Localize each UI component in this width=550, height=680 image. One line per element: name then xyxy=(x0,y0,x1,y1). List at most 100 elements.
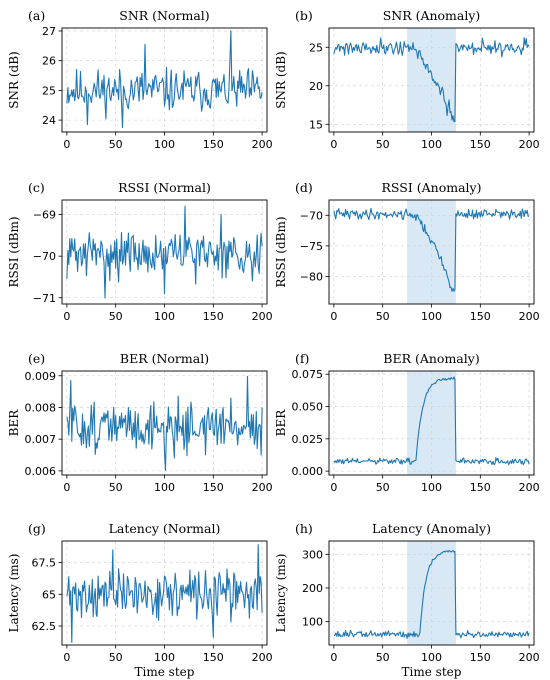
panel-b: 0 50 100 150 200 15 20 25 (b) SNR (Anomaly) SNR (d… xyxy=(274,8,540,151)
y-tick-label: 0.075 xyxy=(292,368,324,381)
x-tick-label: 100 xyxy=(154,138,175,151)
y-tick-label: 24 xyxy=(42,114,56,127)
y-axis-label: BER xyxy=(274,409,288,437)
y-axis-label: BER xyxy=(7,409,21,437)
x-tick-label: 100 xyxy=(154,651,175,664)
y-tick-label: −80 xyxy=(300,270,323,283)
y-tick-label: −70 xyxy=(33,250,56,263)
y-tick-label: 0.006 xyxy=(25,465,57,478)
x-tick-label: 0 xyxy=(330,651,337,664)
series-line xyxy=(66,30,263,129)
y-axis-label: RSSI (dBm) xyxy=(274,216,288,287)
x-tick-label: 100 xyxy=(154,481,175,494)
panel-g: 0 50 100 150 200 62.5 65 67.5 (g) Latency (Normal… xyxy=(7,521,273,679)
x-tick-label: 100 xyxy=(421,310,442,323)
series-line xyxy=(333,376,530,466)
chart-title: Latency (Anomaly) xyxy=(372,521,491,536)
y-tick-label: 25 xyxy=(42,84,56,97)
x-tick-label: 200 xyxy=(519,481,540,494)
panel-label: (e) xyxy=(28,351,45,366)
y-tick-label: 200 xyxy=(302,582,323,595)
chart-title: Latency (Normal) xyxy=(109,521,221,536)
panel-label: (f) xyxy=(295,351,309,366)
series-line xyxy=(333,207,530,292)
chart-title: SNR (Normal) xyxy=(119,8,209,23)
anomaly-region xyxy=(407,371,456,475)
y-tick-label: 62.5 xyxy=(32,620,57,633)
x-tick-label: 150 xyxy=(470,481,491,494)
y-axis-label: SNR (dB) xyxy=(7,51,21,108)
y-tick-label: 0.007 xyxy=(25,433,57,446)
x-tick-label: 150 xyxy=(470,651,491,664)
x-tick-label: 0 xyxy=(330,138,337,151)
x-tick-label: 0 xyxy=(63,310,70,323)
anomaly-region xyxy=(407,541,456,645)
y-tick-label: 0.008 xyxy=(25,401,57,414)
panel-c: 0 50 100 150 200 −71 −70 −69 (c) RSSI (Normal) RSS… xyxy=(7,180,273,323)
y-axis-label: RSSI (dBm) xyxy=(7,216,21,287)
y-axis-label: SNR (dB) xyxy=(274,51,288,108)
x-tick-label: 50 xyxy=(109,481,123,494)
y-tick-label: 27 xyxy=(42,25,56,38)
x-tick-label: 150 xyxy=(470,310,491,323)
x-tick-label: 150 xyxy=(470,138,491,151)
x-axis-label: Time step xyxy=(402,665,462,679)
x-tick-label: 200 xyxy=(519,138,540,151)
y-tick-label: −75 xyxy=(300,240,323,253)
x-tick-label: 50 xyxy=(376,310,390,323)
series-line xyxy=(333,549,530,639)
x-tick-label: 150 xyxy=(203,651,224,664)
y-tick-label: 0.025 xyxy=(292,433,324,446)
y-tick-label: −70 xyxy=(300,209,323,222)
x-tick-label: 50 xyxy=(109,651,123,664)
x-axis-label: Time step xyxy=(135,665,195,679)
panel-label: (d) xyxy=(295,180,313,195)
panel-h: 0 50 100 150 200 100 200 300 (h) Latency (Anomaly… xyxy=(274,521,540,679)
x-tick-label: 150 xyxy=(203,481,224,494)
panel-label: (c) xyxy=(28,180,45,195)
y-tick-label: 67.5 xyxy=(32,557,57,570)
x-tick-label: 0 xyxy=(63,138,70,151)
panel-label: (h) xyxy=(295,521,313,536)
x-tick-label: 100 xyxy=(421,138,442,151)
axes-frame xyxy=(61,27,268,133)
x-tick-label: 200 xyxy=(252,310,273,323)
y-tick-label: 0.009 xyxy=(25,370,57,383)
y-tick-label: 15 xyxy=(309,118,323,131)
chart-title: SNR (Anomaly) xyxy=(383,8,481,23)
x-tick-label: 150 xyxy=(203,310,224,323)
y-tick-label: 0.050 xyxy=(292,401,324,414)
x-tick-label: 0 xyxy=(63,481,70,494)
x-tick-label: 100 xyxy=(421,651,442,664)
chart-title: BER (Normal) xyxy=(120,351,209,366)
panel-f: 0 50 100 150 200 0.000 0.025 0.050 0.075 (f) BER (… xyxy=(274,351,540,494)
x-tick-label: 50 xyxy=(109,310,123,323)
x-tick-label: 0 xyxy=(330,481,337,494)
y-axis-label: Latency (ms) xyxy=(7,554,21,633)
x-tick-label: 50 xyxy=(376,138,390,151)
x-tick-label: 50 xyxy=(109,138,123,151)
panel-label: (g) xyxy=(28,521,46,536)
x-tick-label: 200 xyxy=(252,138,273,151)
y-tick-label: 100 xyxy=(302,616,323,629)
x-tick-label: 150 xyxy=(203,138,224,151)
y-tick-label: 20 xyxy=(309,80,323,93)
y-tick-label: 65 xyxy=(42,588,56,601)
anomaly-region xyxy=(407,28,456,132)
panel-d: 0 50 100 150 200 −80 −75 −70 (d) RSSI (Anomaly) RS… xyxy=(274,180,540,323)
y-axis-label: Latency (ms) xyxy=(274,554,288,633)
x-tick-label: 50 xyxy=(376,651,390,664)
chart-title: RSSI (Normal) xyxy=(118,180,211,195)
x-tick-label: 0 xyxy=(63,651,70,664)
panel-e: 0 50 100 150 200 0.006 0.007 0.008 0.009 (e) BER (… xyxy=(7,351,273,494)
x-tick-label: 100 xyxy=(154,310,175,323)
panel-label: (a) xyxy=(28,8,45,23)
x-tick-label: 200 xyxy=(252,481,273,494)
y-tick-label: −71 xyxy=(33,292,56,305)
x-tick-label: 50 xyxy=(376,481,390,494)
series-line xyxy=(333,37,530,123)
series-line xyxy=(66,544,263,644)
series-line xyxy=(66,205,263,299)
y-tick-label: 0.000 xyxy=(292,465,324,478)
